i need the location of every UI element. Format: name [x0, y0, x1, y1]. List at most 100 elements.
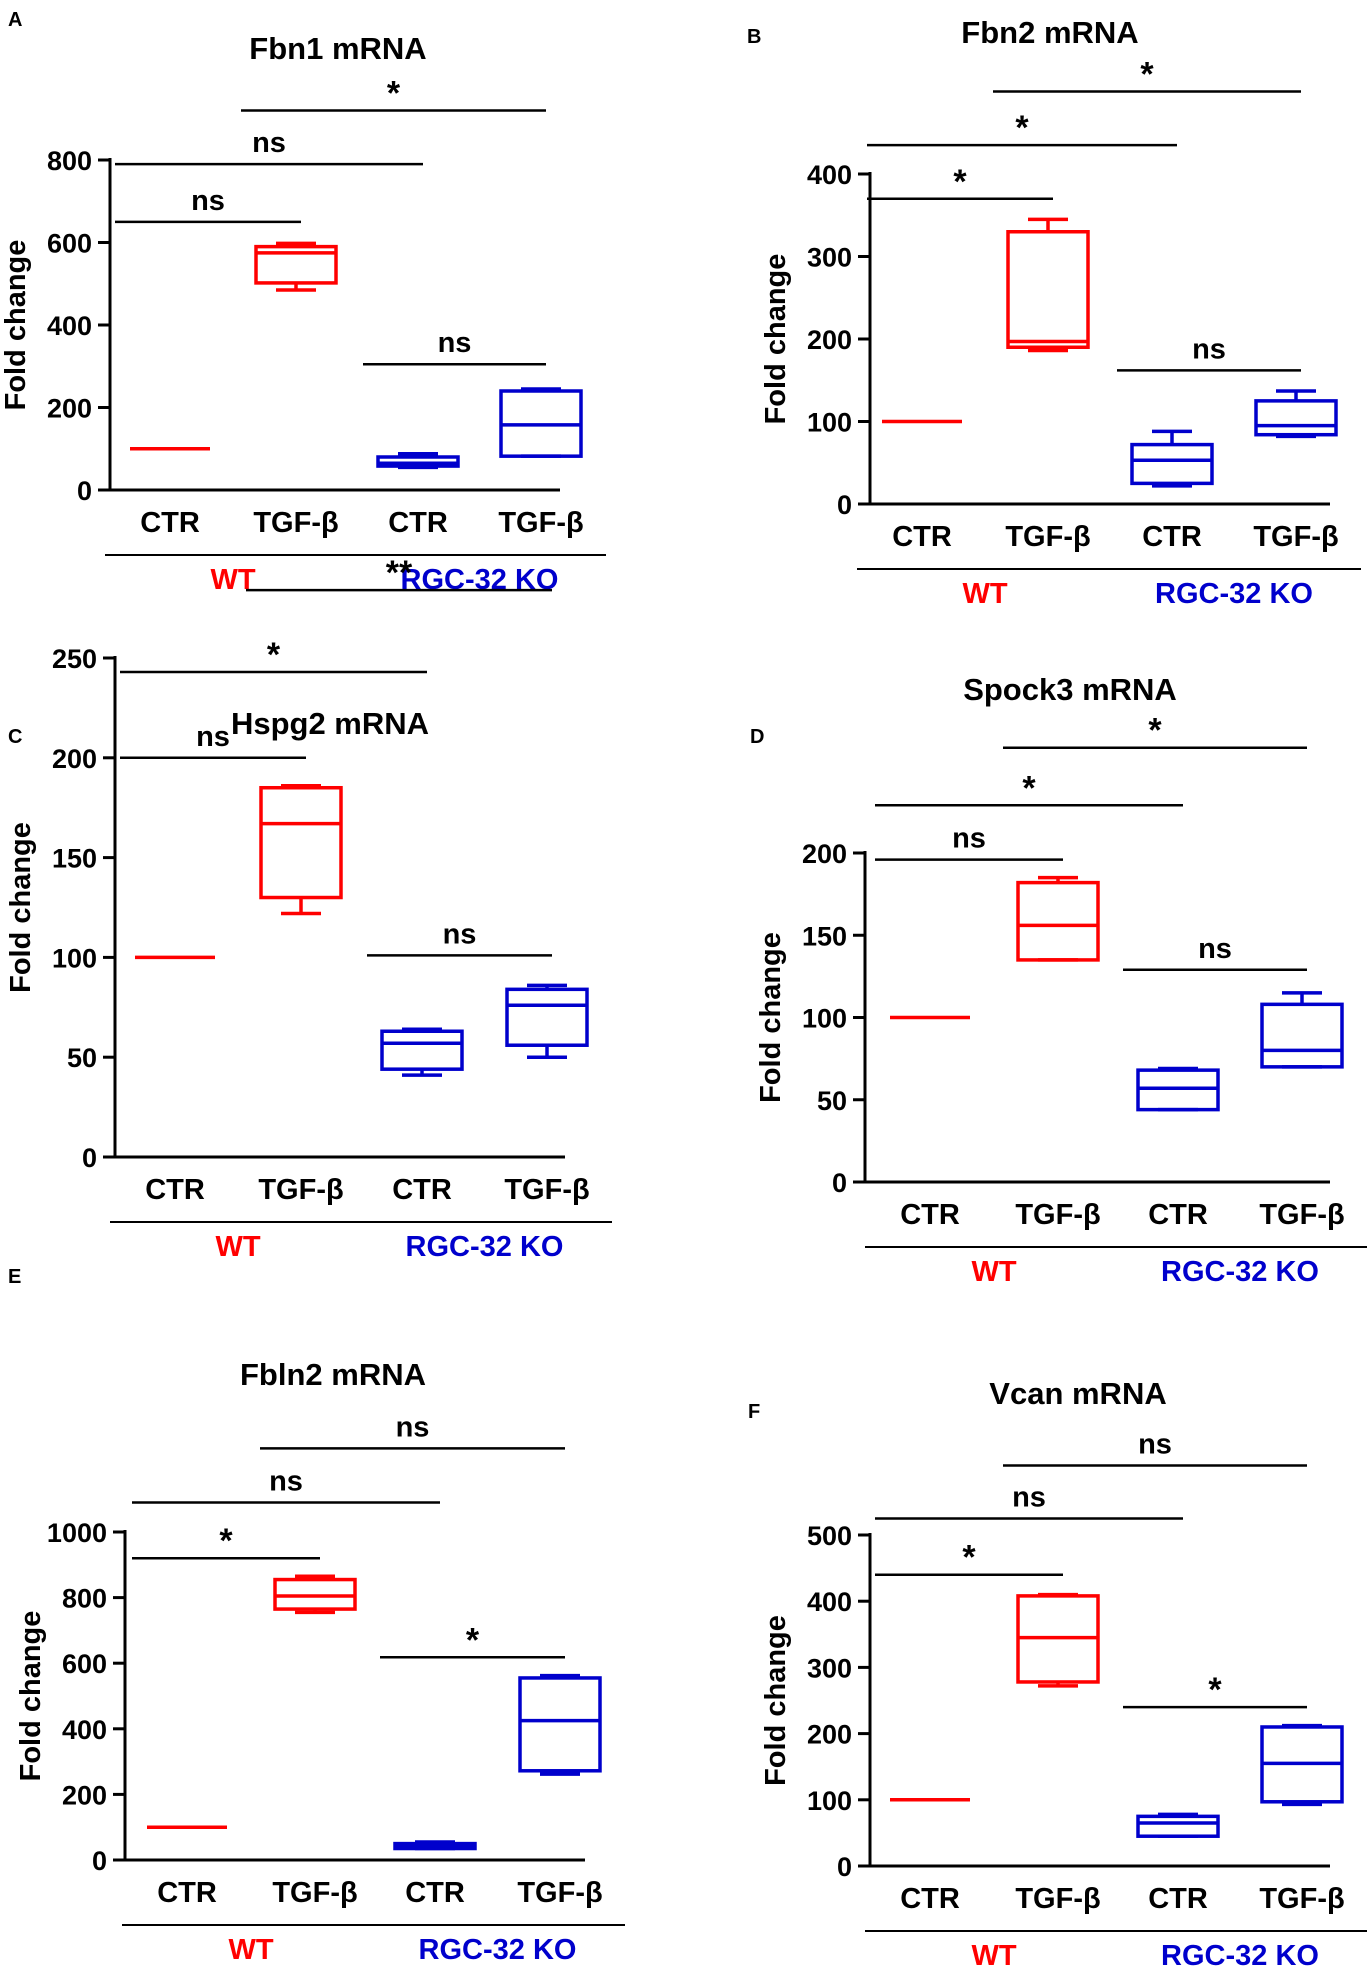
- box-plot: [1136, 1812, 1220, 1838]
- box-plot: [1130, 429, 1214, 488]
- y-tick-label: 150: [802, 921, 847, 951]
- x-tick-label: CTR: [900, 1883, 960, 1915]
- y-tick-label: 100: [807, 1786, 852, 1816]
- x-tick-label: CTR: [145, 1174, 205, 1206]
- y-tick-label: 0: [82, 1143, 97, 1173]
- y-tick-label: 50: [67, 1043, 97, 1073]
- box-iqr: [259, 785, 343, 900]
- y-tick-label: 0: [832, 1168, 847, 1198]
- box-iqr: [1136, 1814, 1220, 1838]
- y-tick-label: 500: [807, 1521, 852, 1551]
- significance-label: **: [386, 554, 413, 592]
- significance-label: *: [1148, 712, 1162, 750]
- significance-label: *: [953, 163, 967, 201]
- y-tick-label: 0: [837, 490, 852, 520]
- y-tick-label: 200: [807, 325, 852, 355]
- chart-title: Fbln2 mRNA: [240, 1357, 426, 1392]
- y-tick-label: 150: [52, 844, 97, 874]
- y-tick-label: 100: [807, 408, 852, 438]
- y-tick-label: 0: [77, 476, 92, 506]
- panel-b: B Fbn2 mRNA 0 100 200 300 400 Fold change CTR TGF…: [747, 15, 1361, 610]
- box-iqr: [1260, 1002, 1344, 1069]
- x-tick-label: TGF-β: [504, 1174, 589, 1206]
- significance-label: ns: [196, 721, 230, 753]
- x-tick-label: CTR: [140, 507, 200, 539]
- significance-label: ns: [1138, 1428, 1172, 1460]
- y-tick-label: 600: [47, 229, 92, 259]
- group-label: RGC-32 KO: [406, 1231, 564, 1263]
- chart-title: Vcan mRNA: [989, 1376, 1166, 1411]
- box-plot: [1016, 875, 1100, 962]
- y-tick-label: 200: [47, 394, 92, 424]
- y-axis-label: Fold change: [0, 240, 32, 411]
- box-iqr: [505, 987, 589, 1047]
- y-tick-label: 1000: [47, 1518, 107, 1548]
- group-label: RGC-32 KO: [1161, 1256, 1319, 1288]
- x-tick-label: CTR: [1148, 1883, 1208, 1915]
- y-tick-label: 50: [817, 1086, 847, 1116]
- significance-label: ns: [269, 1465, 303, 1497]
- chart-title: Hspg2 mRNA: [231, 706, 429, 741]
- y-tick-label: 200: [802, 839, 847, 869]
- x-tick-label: CTR: [405, 1877, 465, 1909]
- x-tick-label: CTR: [392, 1174, 452, 1206]
- significance-label: ns: [1012, 1481, 1046, 1513]
- significance-label: ns: [1192, 333, 1226, 365]
- box-iqr: [1254, 399, 1338, 437]
- chart-title: Fbn2 mRNA: [961, 15, 1138, 50]
- panel-d: D Spock3 mRNA 0 50 100 150 200 Fold change CTR TG…: [750, 672, 1367, 1288]
- significance-label: *: [387, 75, 401, 113]
- box-plot: [380, 1027, 464, 1077]
- y-tick-label: 800: [62, 1584, 107, 1614]
- box-plot: [518, 1673, 602, 1776]
- box-plot: [273, 1574, 357, 1615]
- box-plot: [259, 783, 343, 916]
- panel-letter: A: [8, 9, 22, 31]
- significance-label: ns: [252, 127, 286, 159]
- significance-label: *: [1022, 769, 1036, 807]
- box-iqr: [254, 244, 338, 285]
- y-tick-label: 300: [807, 243, 852, 273]
- significance-label: *: [466, 1621, 480, 1659]
- box-iqr: [1130, 442, 1214, 486]
- y-tick-label: 0: [837, 1852, 852, 1882]
- y-tick-label: 600: [62, 1649, 107, 1679]
- panel-a: A Fbn1 mRNA 0 200 400 600 800 Fold change CTR TGF…: [0, 9, 606, 596]
- y-axis-label: Fold change: [760, 1615, 792, 1786]
- x-tick-label: CTR: [1148, 1199, 1208, 1231]
- box-iqr: [380, 1029, 464, 1071]
- significance-label: *: [267, 636, 281, 674]
- panel-letter: E: [8, 1266, 21, 1288]
- x-tick-label: CTR: [388, 507, 448, 539]
- group-label: RGC-32 KO: [1161, 1940, 1319, 1972]
- panel-letter: F: [748, 1401, 760, 1423]
- y-tick-label: 200: [52, 744, 97, 774]
- significance-label: *: [962, 1539, 976, 1577]
- y-tick-label: 400: [62, 1715, 107, 1745]
- x-tick-label: TGF-β: [272, 1877, 357, 1909]
- y-tick-label: 300: [807, 1653, 852, 1683]
- box-plot: [505, 983, 589, 1059]
- box-plot: [1260, 1723, 1344, 1807]
- y-tick-label: 250: [52, 644, 97, 674]
- group-label: RGC-32 KO: [419, 1934, 577, 1966]
- group-label: RGC-32 KO: [1155, 578, 1313, 610]
- x-tick-label: TGF-β: [517, 1877, 602, 1909]
- significance-label: *: [1015, 109, 1029, 147]
- panel-f: F Vcan mRNA 0 100 200 300 400 500 Fold change CTR…: [748, 1376, 1367, 1972]
- box-plot: [254, 241, 338, 292]
- significance-label: ns: [396, 1411, 430, 1443]
- y-axis-label: Fold change: [15, 1611, 47, 1782]
- group-label: WT: [971, 1940, 1016, 1972]
- x-tick-label: TGF-β: [1259, 1199, 1344, 1231]
- significance-label: ns: [438, 327, 472, 359]
- x-tick-label: TGF-β: [1015, 1883, 1100, 1915]
- x-tick-label: CTR: [157, 1877, 217, 1909]
- y-axis-label: Fold change: [5, 822, 37, 993]
- significance-label: ns: [1198, 933, 1232, 965]
- x-tick-label: TGF-β: [498, 507, 583, 539]
- chart-title: Fbn1 mRNA: [249, 31, 426, 66]
- significance-label: *: [219, 1522, 233, 1560]
- y-axis-label: Fold change: [760, 254, 792, 425]
- x-tick-label: TGF-β: [258, 1174, 343, 1206]
